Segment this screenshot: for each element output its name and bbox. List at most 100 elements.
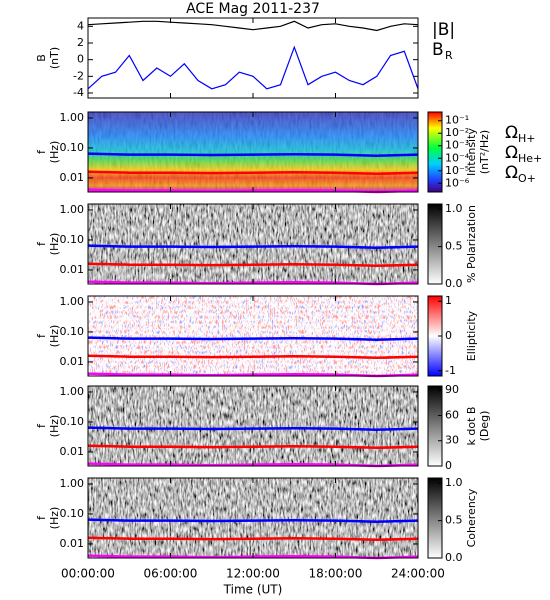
colorbar-tick-label: 30 bbox=[445, 434, 459, 447]
y-axis-label: (Hz) bbox=[48, 507, 61, 530]
y-tick-label: 1.00 bbox=[60, 203, 85, 216]
chart-title: ACE Mag 2011-237 bbox=[186, 1, 320, 17]
y-axis-label: f bbox=[35, 423, 48, 428]
cyclotron-line bbox=[87, 152, 419, 157]
colorbar-tick-label: 0.5 bbox=[445, 240, 463, 253]
legend-subscript: H+ bbox=[518, 132, 536, 145]
cyclotron-line bbox=[87, 354, 419, 360]
colorbar-tick-label: 0 bbox=[445, 329, 452, 342]
x-tick-label: 12:00:00 bbox=[226, 567, 280, 581]
colorbar bbox=[427, 203, 443, 285]
y-tick-label: 0.01 bbox=[60, 537, 85, 550]
cyclotron-line bbox=[87, 426, 419, 431]
y-tick-label: 0.10 bbox=[60, 141, 85, 154]
legend-label: Ω bbox=[505, 143, 518, 163]
y-tick-label: -4 bbox=[73, 86, 84, 99]
panel: 1 0 -1 Ellipticity 1.00 0.10 0.01 f (Hz) bbox=[35, 294, 478, 378]
y-axis-label: f bbox=[35, 515, 48, 520]
y-axis-label: f bbox=[35, 241, 48, 246]
colorbar-label: % Polarization bbox=[465, 205, 478, 283]
x-tick-label: 00:00:00 bbox=[61, 567, 115, 581]
y-tick-label: 1.00 bbox=[60, 295, 85, 308]
legend-label: Ω bbox=[505, 123, 518, 143]
y-axis-label: (nT) bbox=[48, 47, 61, 69]
colorbar-tick-label: 1.0 bbox=[445, 476, 463, 489]
y-tick-label: -2 bbox=[73, 69, 84, 82]
colorbar-tick-label: 10⁻⁴ bbox=[445, 151, 470, 164]
y-axis-label: (Hz) bbox=[48, 415, 61, 438]
line-series bbox=[88, 20, 418, 32]
colorbar-tick-label: 0.0 bbox=[445, 277, 463, 290]
y-axis-label: (Hz) bbox=[48, 141, 61, 164]
colorbar bbox=[427, 477, 443, 559]
legend-subscript: He+ bbox=[518, 152, 542, 165]
y-tick-label: 1.00 bbox=[60, 477, 85, 490]
spectrogram-texture bbox=[88, 204, 418, 284]
y-axis-label: (Hz) bbox=[48, 325, 61, 348]
spectrogram-texture bbox=[88, 112, 418, 192]
y-tick-label: 0.10 bbox=[60, 507, 85, 520]
colorbar-label: Coherency bbox=[465, 488, 478, 547]
colorbar-tick-label: -1 bbox=[445, 364, 456, 377]
y-tick-label: 0.10 bbox=[60, 415, 85, 428]
colorbar-label: (Deg) bbox=[478, 411, 491, 442]
y-tick-label: 0.01 bbox=[60, 171, 85, 184]
y-tick-label: 0.01 bbox=[60, 355, 85, 368]
x-axis-label: Time (UT) bbox=[223, 583, 283, 597]
x-tick-label: 24:00:00 bbox=[391, 567, 445, 581]
cyclotron-line bbox=[87, 536, 419, 542]
colorbar-tick-label: 1 bbox=[445, 294, 452, 307]
colorbar-tick-label: 10⁻¹ bbox=[445, 114, 469, 127]
colorbar-label: (nT²/Hz) bbox=[478, 130, 491, 174]
colorbar bbox=[427, 111, 443, 193]
legend-subscript: O+ bbox=[518, 172, 536, 185]
legend-label: Ω bbox=[505, 163, 518, 183]
y-tick-label: 0.10 bbox=[60, 325, 85, 338]
y-tick-label: 1.00 bbox=[60, 385, 85, 398]
spectrogram-texture bbox=[88, 296, 418, 376]
cyclotron-line bbox=[87, 444, 419, 450]
x-tick-label: 06:00:00 bbox=[144, 567, 198, 581]
cyclotron-line bbox=[87, 336, 419, 341]
panel: 90 60 30 0 k dot B (Deg) 1.00 0.10 0.01 f (Hz) bbox=[35, 383, 491, 472]
legend-label: |B| bbox=[432, 20, 455, 40]
colorbar-tick-label: 10⁻⁶ bbox=[445, 176, 470, 189]
spectrogram-texture bbox=[88, 386, 418, 466]
colorbar-tick-label: 10⁻² bbox=[445, 126, 469, 139]
y-tick-label: 0.01 bbox=[60, 445, 85, 458]
colorbar-tick-label: 10⁻³ bbox=[445, 139, 469, 152]
colorbar-tick-label: 10⁻⁵ bbox=[445, 164, 469, 177]
cyclotron-line bbox=[87, 262, 419, 268]
colorbar bbox=[427, 385, 443, 467]
colorbar-label: Intensity bbox=[465, 128, 478, 176]
y-tick-label: 2 bbox=[77, 36, 84, 49]
cyclotron-line bbox=[87, 170, 419, 176]
y-tick-label: 0.01 bbox=[60, 263, 85, 276]
cyclotron-line bbox=[87, 244, 419, 249]
y-tick-label: 1.00 bbox=[60, 111, 85, 124]
spectrogram-texture bbox=[88, 478, 418, 558]
cyclotron-line bbox=[87, 518, 419, 523]
y-tick-label: 0 bbox=[77, 53, 84, 66]
colorbar-tick-label: 1.0 bbox=[445, 202, 463, 215]
colorbar-tick-label: 0.5 bbox=[445, 514, 463, 527]
line-series bbox=[88, 45, 418, 90]
colorbar-tick-label: 0 bbox=[445, 459, 452, 472]
y-axis-label: f bbox=[35, 333, 48, 338]
colorbar-tick-label: 90 bbox=[445, 383, 459, 396]
panel: 1.0 0.5 0.0% Polarization 1.00 0.10 0.01 f (Hz) bbox=[35, 202, 478, 290]
colorbar-label: Ellipticity bbox=[465, 310, 478, 361]
colorbar-label: k dot B bbox=[465, 407, 478, 446]
legend-subscript: R bbox=[445, 49, 453, 62]
colorbar-tick-label: 60 bbox=[445, 408, 459, 421]
y-tick-label: 0.10 bbox=[60, 233, 85, 246]
y-axis-label: (Hz) bbox=[48, 233, 61, 256]
y-axis-label: B bbox=[35, 54, 48, 62]
x-tick-label: 18:00:00 bbox=[309, 567, 363, 581]
colorbar-tick-label: 0.0 bbox=[445, 551, 463, 564]
y-axis-label: f bbox=[35, 149, 48, 154]
